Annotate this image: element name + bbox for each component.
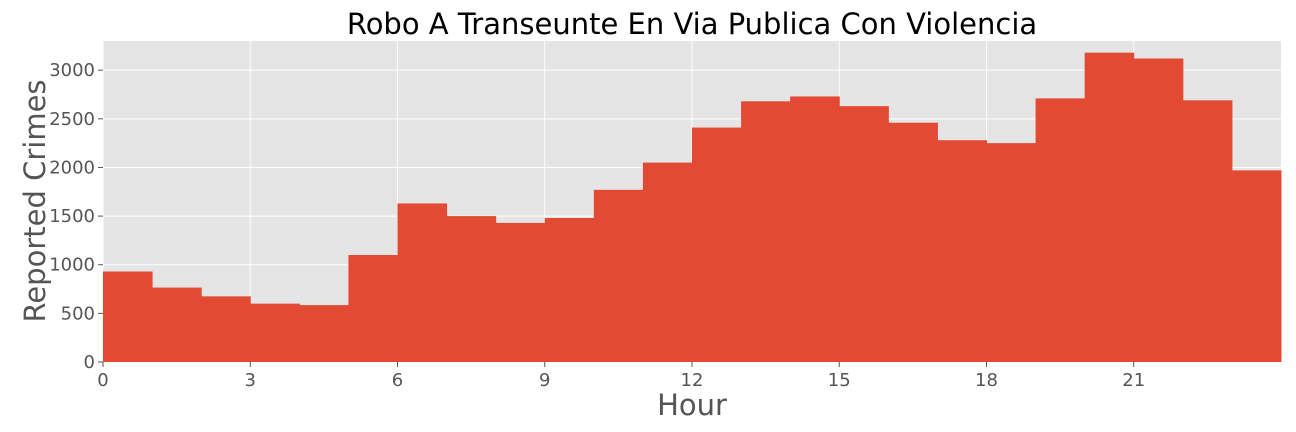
bar-hour-11 bbox=[642, 162, 693, 362]
bar-hour-21 bbox=[1133, 58, 1184, 362]
x-tick-label: 0 bbox=[97, 370, 108, 391]
bar-hour-8 bbox=[495, 222, 546, 362]
y-tick-label: 3000 bbox=[49, 60, 95, 81]
bar-hour-0 bbox=[103, 271, 153, 362]
bar-hour-1 bbox=[152, 287, 202, 362]
x-tick-label: 6 bbox=[392, 370, 403, 391]
bar-hour-17 bbox=[937, 140, 987, 362]
bar-hour-23 bbox=[1231, 170, 1282, 362]
x-tick-label: 9 bbox=[539, 370, 550, 391]
bar-hour-14 bbox=[790, 96, 840, 362]
bar-hour-3 bbox=[250, 303, 300, 362]
x-tick-label: 12 bbox=[681, 370, 704, 391]
x-tick-label: 21 bbox=[1122, 370, 1145, 391]
bar-hour-5 bbox=[348, 255, 398, 362]
bar-hour-19 bbox=[1035, 98, 1086, 363]
bar-hour-7 bbox=[446, 216, 497, 362]
bar-hour-2 bbox=[201, 296, 251, 362]
y-tick-label: 0 bbox=[84, 352, 95, 373]
y-tick-label: 2500 bbox=[49, 109, 95, 130]
bar-hour-13 bbox=[741, 101, 791, 363]
bar-hour-4 bbox=[299, 305, 349, 362]
y-tick-label: 1000 bbox=[49, 255, 95, 276]
bar-hour-18 bbox=[986, 143, 1037, 362]
y-axis-label: Reported Crimes bbox=[18, 79, 52, 322]
y-tick-label: 1500 bbox=[49, 206, 95, 227]
x-tick-label: 15 bbox=[828, 370, 851, 391]
bar-hour-15 bbox=[839, 106, 889, 362]
bars-group bbox=[103, 52, 1282, 363]
y-tick-label: 500 bbox=[61, 303, 95, 324]
x-ticks: 0 3 6 9 12 15 18 21 bbox=[97, 362, 1145, 391]
y-tick-label: 2000 bbox=[49, 157, 95, 178]
x-tick-label: 3 bbox=[245, 370, 256, 391]
y-ticks: 0 500 1000 1500 2000 2500 3000 bbox=[49, 60, 103, 373]
bar-hour-6 bbox=[397, 203, 448, 362]
bar-hour-9 bbox=[544, 218, 595, 362]
bar-hour-10 bbox=[593, 189, 644, 362]
chart-title: Robo A Transeunte En Via Publica Con Vio… bbox=[347, 7, 1037, 41]
bar-hour-12 bbox=[692, 127, 742, 362]
x-axis-label: Hour bbox=[657, 388, 727, 422]
bar-hour-20 bbox=[1084, 52, 1135, 362]
bar-hour-16 bbox=[888, 122, 938, 362]
bar-hour-22 bbox=[1182, 100, 1233, 362]
x-tick-label: 18 bbox=[975, 370, 998, 391]
